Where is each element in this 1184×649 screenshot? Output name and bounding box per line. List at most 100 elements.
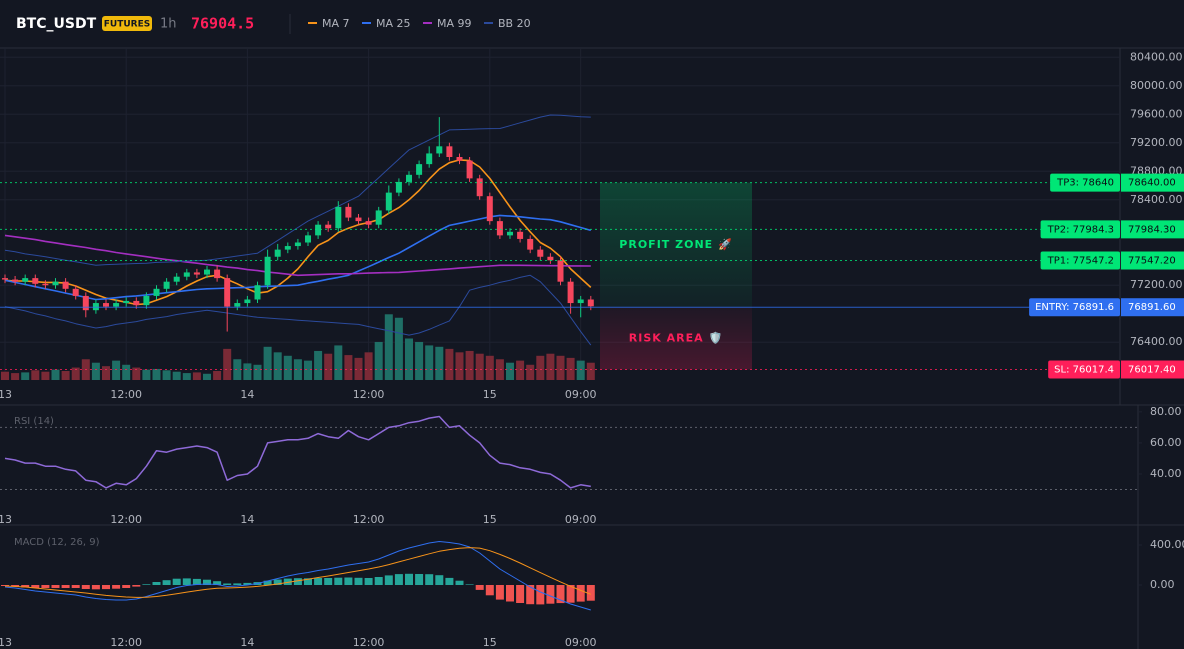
candle-body — [436, 146, 443, 154]
volume-bar — [243, 363, 252, 380]
volume-bar — [71, 367, 80, 380]
level-price: 78640.00 — [1128, 178, 1176, 189]
volume-bar — [394, 317, 403, 380]
candle-body — [214, 269, 221, 279]
histogram-bar — [51, 585, 60, 588]
histogram-bar — [344, 577, 353, 585]
histogram-bar — [41, 585, 50, 588]
candle-body — [517, 231, 524, 239]
candle-body — [254, 285, 261, 300]
y-tick-label: 60.00 — [1150, 436, 1182, 449]
x-tick-label: 15 — [483, 388, 497, 401]
volume-bar — [576, 360, 585, 380]
candle-body — [587, 299, 594, 307]
histogram-bar — [31, 585, 40, 588]
histogram-bar — [223, 583, 232, 585]
histogram-bar — [11, 585, 20, 587]
legend-label: MA 25 — [376, 17, 411, 30]
level-label-bg — [1029, 298, 1120, 317]
histogram-bar — [152, 582, 161, 585]
candle-body — [315, 224, 322, 236]
candle-body — [153, 288, 160, 296]
histogram-bar — [102, 585, 110, 590]
candle-body — [345, 206, 352, 218]
histogram-bar — [1, 585, 9, 586]
histogram-bar — [425, 574, 434, 585]
volume-bar — [172, 371, 181, 380]
volume-bar — [1, 371, 9, 380]
level-price-bg — [1121, 173, 1184, 192]
histogram-bar — [516, 585, 525, 603]
volume-bar — [182, 373, 191, 380]
volume-bar — [384, 314, 393, 380]
candle-body — [547, 256, 554, 261]
candle-body — [143, 295, 150, 306]
macd-line — [4, 547, 591, 598]
volume-bar — [485, 355, 494, 380]
volume-bar — [566, 357, 575, 380]
level-label: TP2: 77984.3 — [1047, 224, 1114, 235]
candle-body — [12, 279, 19, 282]
histogram-bar — [364, 578, 373, 585]
y-tick-label: 79600.00 — [1130, 107, 1183, 120]
candle-body — [325, 224, 332, 229]
x-tick-label: 14 — [240, 513, 254, 526]
candle-body — [133, 300, 140, 306]
volume-bar — [435, 346, 444, 380]
histogram-bar — [576, 585, 585, 602]
y-tick-label: 80000.00 — [1130, 79, 1183, 92]
histogram-bar — [394, 574, 403, 585]
volume-bar — [556, 355, 565, 380]
x-tick-label: 14 — [240, 388, 254, 401]
volume-bar — [112, 360, 121, 380]
histogram-bar — [243, 582, 252, 585]
level-label-bg — [1050, 173, 1120, 192]
histogram-bar — [415, 574, 424, 585]
histogram-bar — [122, 585, 131, 588]
volume-bar — [304, 360, 312, 380]
histogram-bar — [475, 585, 484, 590]
bb-lower — [4, 274, 592, 346]
histogram-bar — [405, 573, 413, 585]
candle-body — [92, 303, 99, 311]
volume-bar — [314, 350, 323, 380]
volume-bar — [475, 353, 484, 380]
x-tick-label: 14 — [240, 636, 254, 649]
interval[interactable]: 1h — [160, 17, 177, 32]
macd-line — [4, 541, 591, 611]
legend-label: MA 99 — [437, 17, 472, 30]
histogram-bar — [506, 585, 514, 602]
volume-bar — [122, 364, 131, 380]
candle-body — [244, 299, 251, 304]
histogram-bar — [566, 585, 575, 603]
volume-bar — [132, 367, 141, 380]
y-tick-label: 80.00 — [1150, 405, 1182, 418]
level-label: SL: 76017.4 — [1054, 364, 1114, 375]
histogram-bar — [91, 585, 100, 590]
candle-body — [385, 192, 392, 211]
volume-bar — [516, 360, 525, 380]
level-label: ENTRY: 76891.6 — [1035, 302, 1114, 313]
histogram-bar — [384, 575, 393, 585]
histogram-bar — [112, 585, 121, 589]
histogram-bar — [526, 585, 535, 605]
volume-bar — [162, 370, 171, 380]
candle-body — [123, 300, 130, 304]
y-tick-label: 0.00 — [1150, 578, 1175, 591]
candle-body — [406, 174, 412, 182]
zone-label: PROFIT ZONE 🚀 — [619, 238, 732, 251]
y-tick-label: 80400.00 — [1130, 50, 1183, 63]
candle-body — [284, 246, 291, 250]
candle-body — [305, 235, 311, 243]
legend-label: MA 7 — [322, 17, 350, 30]
y-tick-label: 400.00 — [1150, 538, 1184, 551]
y-tick-label: 79200.00 — [1130, 136, 1183, 149]
volume-bar — [364, 352, 373, 380]
candle-body — [567, 281, 574, 304]
candle-body — [416, 164, 423, 175]
y-tick-label: 77200.00 — [1130, 278, 1183, 291]
candle-body — [466, 160, 473, 179]
volume-bar — [21, 372, 30, 380]
candle-body — [486, 196, 493, 222]
volume-bar — [324, 353, 333, 380]
